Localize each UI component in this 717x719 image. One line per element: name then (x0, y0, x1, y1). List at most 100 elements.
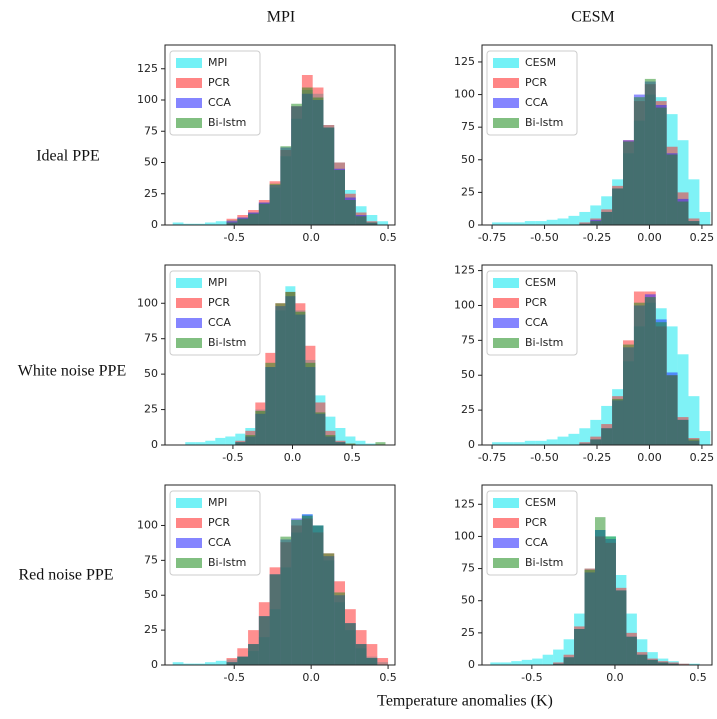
histogram-bar (579, 223, 591, 225)
y-tick-label: 100 (137, 518, 158, 531)
legend-swatch (493, 498, 519, 508)
histogram-bar (677, 419, 689, 445)
histogram-bar (590, 419, 602, 445)
histogram-bar (305, 362, 316, 445)
histogram-bar (553, 649, 564, 665)
histogram-bar (689, 663, 700, 665)
legend-label: PCR (525, 516, 547, 529)
y-tick-label: 75 (461, 333, 475, 346)
histogram-bar (688, 221, 700, 225)
panel: -0.5 0.0 0.5 0 25 50 75 100 MPI PCR CCA Bi-lstm (137, 484, 397, 684)
histogram-bar (655, 107, 667, 225)
legend-label: CESM (525, 56, 556, 69)
y-tick-label: 75 (144, 124, 158, 137)
histogram-bar (312, 97, 324, 225)
legend-swatch (176, 278, 202, 288)
histogram-bar (677, 201, 689, 225)
histogram-bar (334, 170, 345, 225)
legend-label: CESM (525, 496, 556, 509)
x-tick-label: 0.5 (379, 231, 397, 244)
histogram-bar (644, 78, 656, 225)
legend-swatch (493, 318, 519, 328)
histogram-bar (590, 205, 602, 225)
histogram-bar (492, 222, 503, 225)
y-tick-label: 100 (454, 529, 475, 542)
y-tick-label: 75 (144, 332, 158, 345)
column-title: CESM (571, 9, 615, 26)
y-tick-label: 50 (144, 156, 158, 169)
histogram-bar (563, 657, 575, 665)
legend-frame (169, 270, 261, 356)
y-tick-label: 50 (461, 153, 475, 166)
histogram-bar (542, 654, 554, 665)
x-tick-label: -0.25 (583, 451, 611, 464)
x-tick-label: -0.50 (530, 451, 558, 464)
x-tick-label: -0.5 (222, 451, 243, 464)
histogram-bar (323, 553, 335, 665)
histogram-bar (590, 439, 602, 445)
panel: -0.5 0.0 0.5 0 25 50 75 100 MPI PCR CCA Bi-lstm (137, 264, 396, 464)
histogram-bar (301, 87, 313, 225)
histogram-bar (291, 519, 302, 665)
plot-frame (164, 484, 396, 666)
legend-label: CCA (525, 536, 548, 549)
histogram-bar (355, 644, 367, 665)
histogram-bar (579, 443, 591, 445)
histogram-bar (285, 291, 296, 445)
legend-label: PCR (208, 516, 230, 529)
legend-swatch (176, 118, 202, 128)
legend-swatch (493, 278, 519, 288)
x-tick-label: -0.5 (521, 671, 542, 684)
legend-swatch (493, 118, 519, 128)
x-tick-label: 0.0 (606, 671, 624, 684)
y-tick-label: 25 (144, 623, 158, 636)
histogram-bar (677, 140, 689, 225)
histogram-bar (557, 218, 569, 225)
x-tick-label: 0.25 (690, 451, 715, 464)
histogram-bar (532, 658, 543, 665)
histogram-bar (366, 644, 378, 665)
x-tick-label: 0.5 (343, 451, 361, 464)
histogram-bar (553, 663, 564, 665)
histogram-bar (557, 436, 569, 445)
histogram-bar (513, 222, 525, 225)
legend-swatch (176, 58, 202, 68)
histogram-bar (345, 200, 356, 225)
histogram-bar (688, 396, 700, 445)
legend-label: Bi-lstm (208, 336, 246, 349)
histogram-bar (502, 442, 514, 445)
histogram-bar (291, 103, 302, 225)
histogram-bar (172, 662, 184, 665)
legend-frame (486, 490, 578, 576)
histogram-bar (245, 435, 256, 445)
y-tick-label: 50 (144, 367, 158, 380)
legend-label: MPI (208, 276, 227, 289)
histogram-bar (568, 433, 580, 445)
histogram-bar (579, 428, 591, 445)
x-tick-label: -0.5 (223, 231, 244, 244)
legend-label: Bi-lstm (208, 116, 246, 129)
x-tick-label: -0.5 (223, 671, 244, 684)
histogram-bar (513, 442, 525, 445)
histogram-bar (633, 302, 645, 445)
legend-label: PCR (525, 76, 547, 89)
histogram-bar (345, 436, 356, 445)
y-tick-label: 125 (454, 264, 475, 277)
histogram-bar (666, 154, 678, 225)
legend-swatch (176, 338, 202, 348)
legend-label: MPI (208, 496, 227, 509)
histogram-bar (601, 428, 613, 445)
histogram-bar (334, 592, 345, 665)
legend-swatch (493, 58, 519, 68)
histogram-bar (355, 216, 367, 225)
histogram-bar (335, 442, 346, 445)
histogram-bar (215, 437, 226, 445)
y-tick-label: 0 (468, 658, 475, 671)
legend-label: PCR (208, 76, 230, 89)
legend-label: PCR (525, 296, 547, 309)
histogram-bar (524, 440, 536, 445)
column-title: MPI (267, 9, 295, 26)
y-tick-label: 50 (461, 594, 475, 607)
histogram-bar (312, 525, 324, 665)
histogram-bar (226, 658, 238, 665)
